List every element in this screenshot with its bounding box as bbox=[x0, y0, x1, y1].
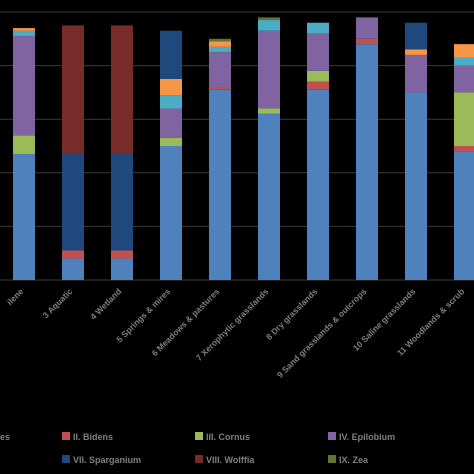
bar-segment bbox=[209, 87, 231, 90]
legend-swatch bbox=[62, 432, 70, 440]
bar-segment bbox=[356, 44, 378, 280]
bar-segment bbox=[356, 17, 378, 39]
legend-label: VIII. Wolffia bbox=[206, 455, 255, 465]
bar-segment bbox=[209, 38, 231, 42]
bar-segment bbox=[307, 81, 329, 90]
bar-segment bbox=[111, 25, 133, 155]
bar-segment bbox=[160, 95, 182, 109]
legend-label: IX. Zea bbox=[339, 455, 369, 465]
bar-segment bbox=[454, 44, 474, 58]
bar-segment bbox=[13, 135, 35, 155]
bar-segment bbox=[405, 22, 427, 50]
bar-segment bbox=[160, 137, 182, 146]
bar-segment bbox=[209, 89, 231, 280]
bar-segment bbox=[13, 36, 35, 136]
legend-swatch bbox=[195, 455, 203, 463]
bar-segment bbox=[258, 17, 280, 21]
bar-segment bbox=[62, 154, 84, 251]
bar-segment bbox=[111, 258, 133, 280]
legend-label: es bbox=[0, 432, 10, 442]
legend-label: III. Cornus bbox=[206, 432, 250, 442]
x-tick-label: ilene bbox=[5, 286, 26, 307]
bar-segment bbox=[62, 250, 84, 259]
bar-segment bbox=[258, 108, 280, 114]
bar-segment bbox=[111, 250, 133, 259]
bar-segment bbox=[454, 57, 474, 66]
bar-segment bbox=[160, 30, 182, 79]
x-tick-label: 8 Dry grasslands bbox=[264, 286, 320, 342]
legend-label: II. Bidens bbox=[73, 432, 113, 442]
bar-segment bbox=[258, 113, 280, 280]
x-tick-label: 9 Sand grasslands & outcrops bbox=[275, 286, 369, 380]
x-tick-label: 4 Wetland bbox=[88, 286, 123, 321]
bar-segment bbox=[405, 92, 427, 281]
bar-segment bbox=[13, 28, 35, 31]
x-tick-label: 3 Aquatic bbox=[41, 286, 75, 320]
bar-segment bbox=[307, 33, 329, 71]
legend-label: IV. Epilobium bbox=[339, 432, 395, 442]
bar-segment bbox=[307, 89, 329, 280]
bar-segment bbox=[13, 30, 35, 37]
bar-segment bbox=[209, 46, 231, 53]
bar-segment bbox=[62, 258, 84, 280]
bar-segment bbox=[454, 92, 474, 146]
legend-swatch bbox=[328, 432, 336, 440]
bar-segment bbox=[209, 52, 231, 88]
bar-segment bbox=[160, 79, 182, 96]
bar-segment bbox=[160, 146, 182, 280]
legend-swatch bbox=[328, 455, 336, 463]
bar-segment bbox=[307, 70, 329, 82]
legend-swatch bbox=[62, 455, 70, 463]
legend-swatch bbox=[195, 432, 203, 440]
bar-segment bbox=[111, 154, 133, 251]
bar-segment bbox=[307, 22, 329, 34]
bar-segment bbox=[258, 20, 280, 31]
legend: es II. Bidens III. Cornus IV. Epilobium VII.… bbox=[0, 432, 395, 465]
bar-segment bbox=[454, 146, 474, 152]
bar-segment bbox=[356, 38, 378, 45]
bar-segment bbox=[405, 54, 427, 93]
bar-segment bbox=[160, 108, 182, 138]
bar-segment bbox=[405, 49, 427, 55]
bar-segment bbox=[13, 154, 35, 280]
bar-segment bbox=[454, 151, 474, 280]
bar-segment bbox=[454, 65, 474, 93]
bar-segment bbox=[209, 41, 231, 47]
legend-label: VII. Sparganium bbox=[73, 455, 141, 465]
bar-segment bbox=[62, 25, 84, 155]
bar-segment bbox=[258, 30, 280, 109]
bar-stacks bbox=[13, 17, 474, 281]
